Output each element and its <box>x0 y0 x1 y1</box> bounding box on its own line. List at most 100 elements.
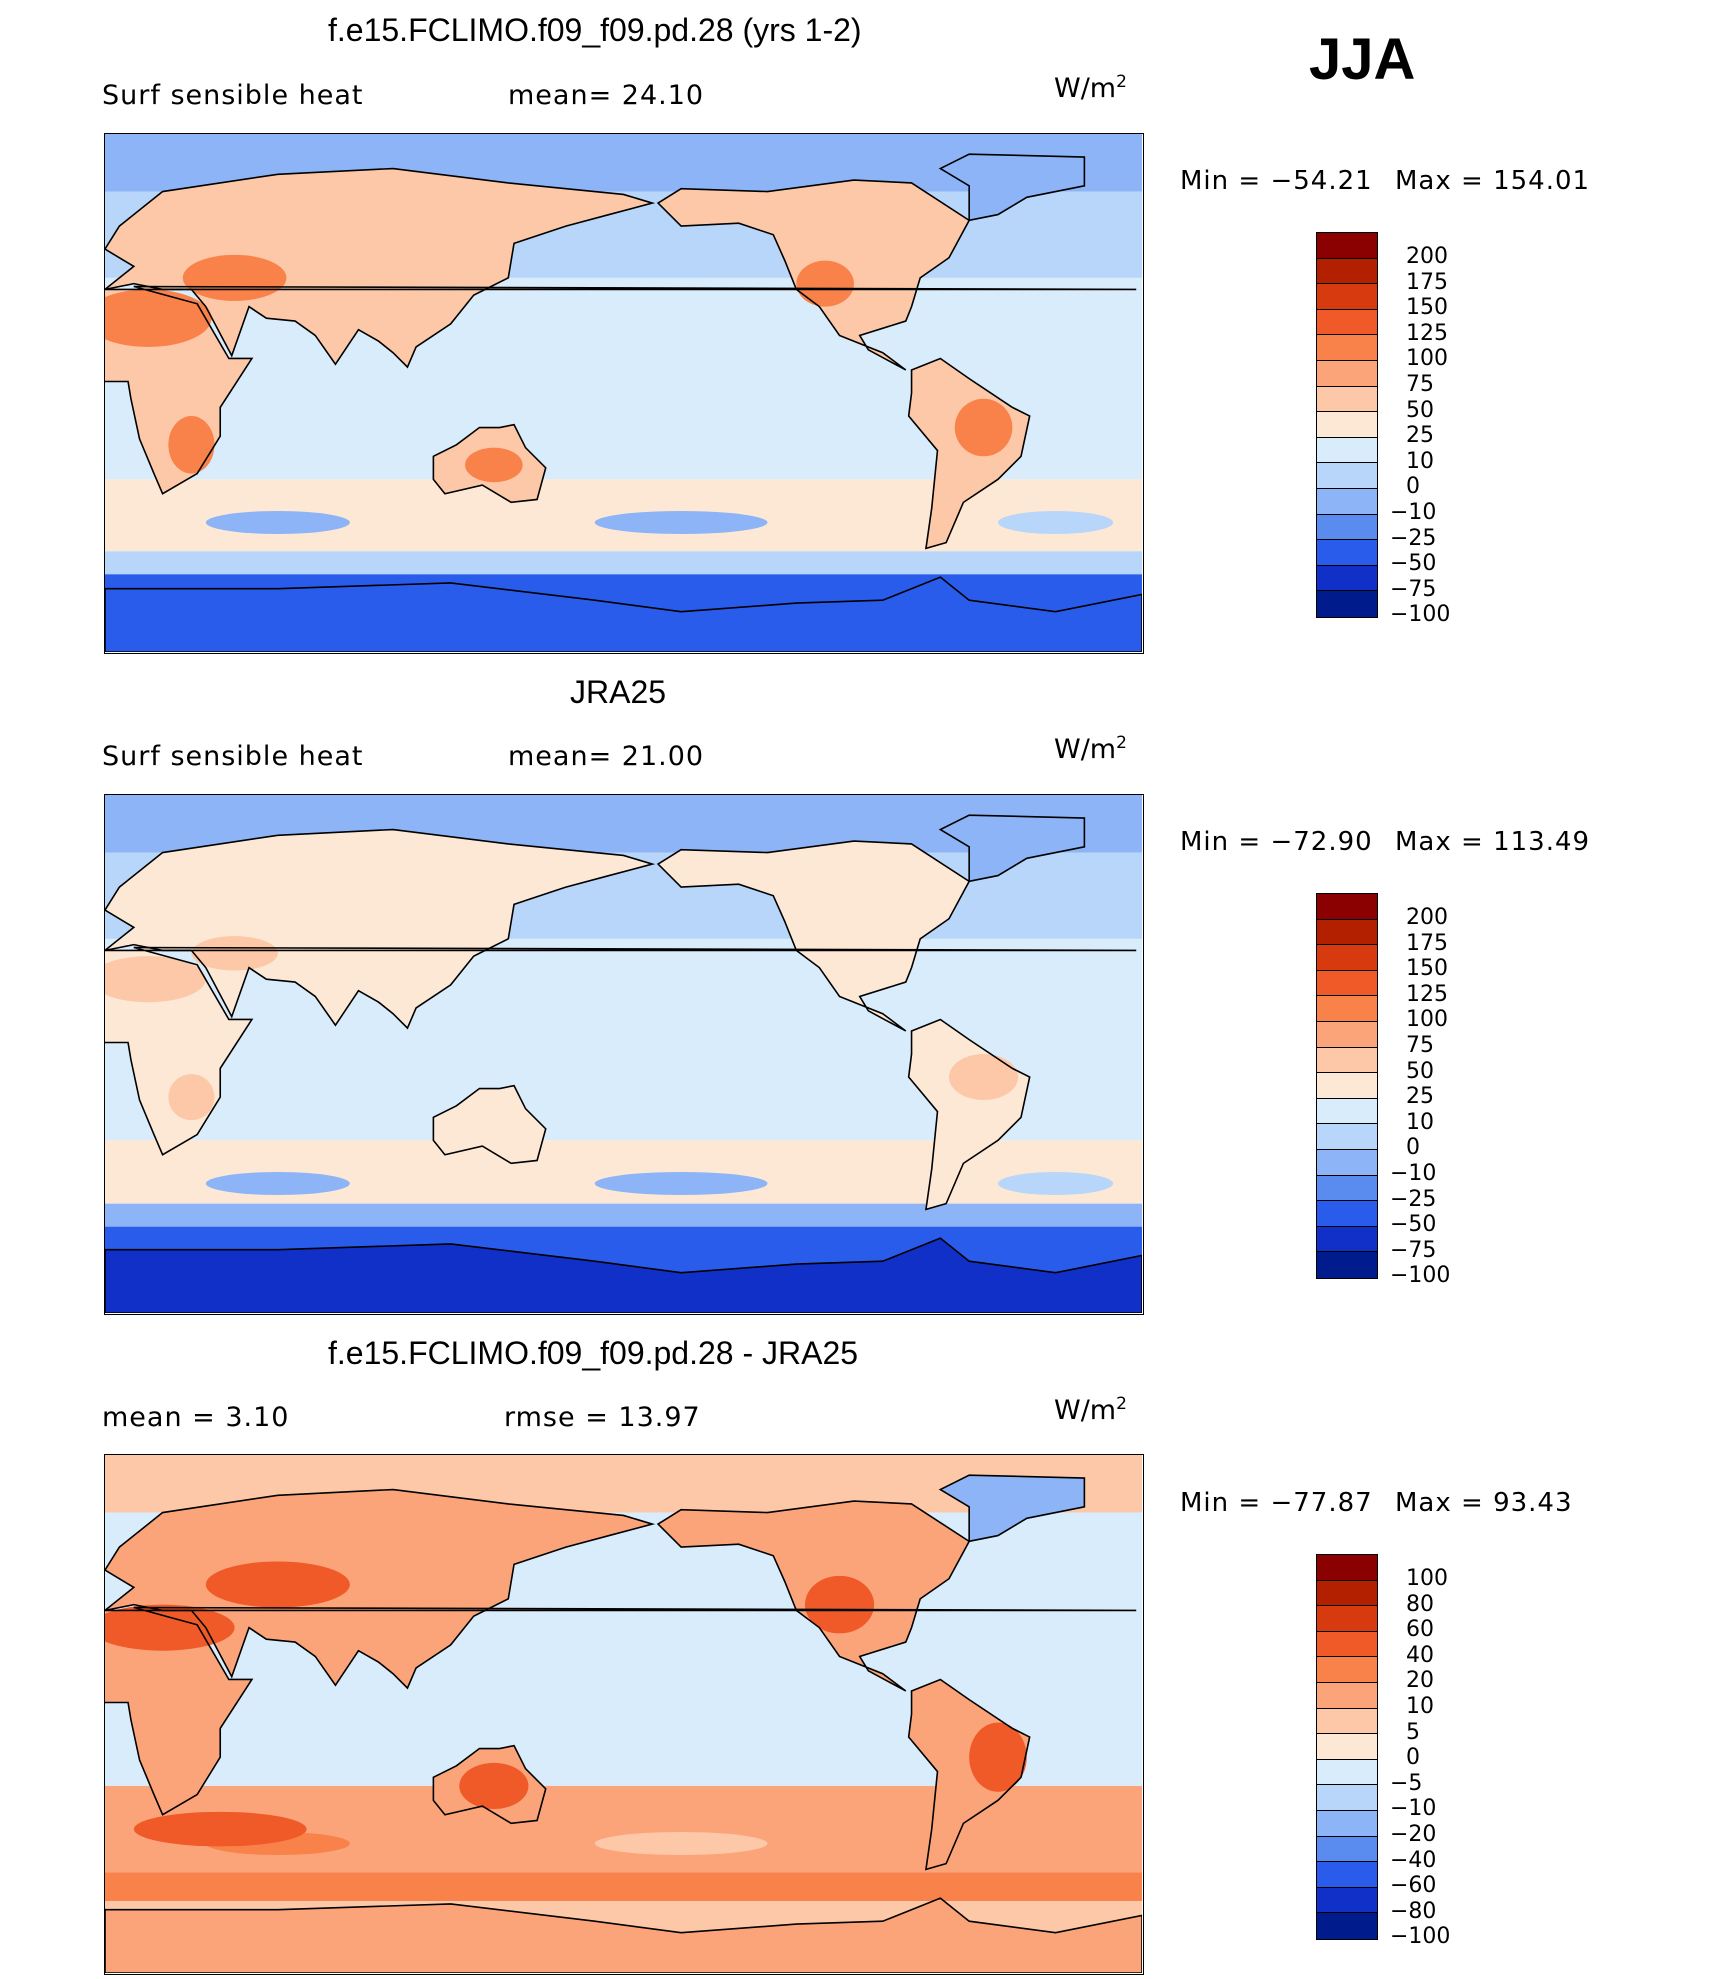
continent-antarctica <box>105 1898 1142 1973</box>
continent-eurasia <box>105 168 653 368</box>
colorbar-tick-label: −5 <box>1390 1770 1423 1796</box>
colorbar-tick-label: 100 <box>1406 346 1448 372</box>
panel3-title: f.e15.FCLIMO.f09_f09.pd.28 - JRA25 <box>328 1335 859 1371</box>
colorbar-tick-label: 150 <box>1406 295 1448 321</box>
land-anomaly <box>969 1722 1027 1792</box>
colorbar-tick-label: 0 <box>1406 474 1420 500</box>
panel3-max: Max = 93.43 <box>1395 1488 1573 1518</box>
colorbar-tick-label: 75 <box>1406 372 1434 397</box>
continent-eurasia <box>105 1489 653 1689</box>
colorbar-box <box>1317 437 1377 464</box>
colorbar-tick-label: −10 <box>1390 500 1437 525</box>
field-band <box>105 1872 1142 1902</box>
colorbar-tick-label: 175 <box>1406 269 1448 295</box>
colorbar-box <box>1317 488 1377 515</box>
colorbar-box <box>1317 1734 1377 1760</box>
colorbar-box <box>1317 1887 1377 1914</box>
panel2-mean-label: mean= 21.00 <box>508 741 705 772</box>
season-label: JJA <box>1309 27 1416 92</box>
continent-antarctica <box>105 1238 1142 1313</box>
land-anomaly <box>191 936 278 971</box>
panel1-colorbar <box>1316 232 1378 618</box>
coastline-eurasia <box>105 167 656 369</box>
continent-antarctica <box>105 577 1142 652</box>
colorbar-tick-label: 100 <box>1406 1566 1448 1591</box>
colorbar-tick-label: −60 <box>1390 1873 1437 1899</box>
field-band <box>105 1203 1142 1227</box>
coastline-eurasia <box>105 1488 656 1690</box>
panel2-colorbar <box>1316 893 1378 1279</box>
panel2-units: W/m2 <box>1054 733 1127 765</box>
colorbar-tick-label: −25 <box>1390 525 1437 551</box>
colorbar-box <box>1317 335 1377 361</box>
panel2-variable-label: Surf sensible heat <box>102 741 364 772</box>
colorbar-box <box>1317 894 1377 920</box>
colorbar-tick-label: 125 <box>1406 320 1448 346</box>
panel1-max: Max = 154.01 <box>1395 166 1591 196</box>
continent-eurasia <box>105 829 653 1029</box>
colorbar-box <box>1317 1098 1377 1125</box>
colorbar-tick-label: −50 <box>1390 1212 1437 1238</box>
panel3-units: W/m2 <box>1054 1394 1127 1426</box>
colorbar-tick-label: 80 <box>1406 1591 1434 1617</box>
coastline-greenland <box>938 814 1086 883</box>
colorbar-box <box>1317 360 1377 387</box>
colorbar-tick-label: −10 <box>1390 1796 1437 1822</box>
colorbar-tick-label: 60 <box>1406 1617 1434 1643</box>
colorbar-box <box>1317 591 1377 617</box>
colorbar-tick-label: 10 <box>1406 1109 1434 1135</box>
colorbar-box <box>1317 309 1377 336</box>
panel2-min: Min = −72.90 <box>1180 827 1373 857</box>
coastline-australia <box>432 1084 547 1165</box>
land-anomaly <box>954 398 1013 457</box>
colorbar-tick-label: 125 <box>1406 981 1448 1007</box>
coastline-samerica <box>907 1018 1031 1211</box>
land-anomaly <box>465 447 523 483</box>
panel2-max: Max = 113.49 <box>1395 827 1591 857</box>
panel3-rmse-label: rmse = 13.97 <box>504 1402 701 1433</box>
colorbar-tick-label: −20 <box>1390 1822 1437 1847</box>
colorbar-box <box>1317 1759 1377 1786</box>
colorbar-box <box>1317 1124 1377 1150</box>
colorbar-box <box>1317 1785 1377 1811</box>
land-anomaly <box>796 260 854 307</box>
colorbar-box <box>1317 258 1377 285</box>
colorbar-box <box>1317 919 1377 946</box>
colorbar-box <box>1317 945 1377 971</box>
land-anomaly <box>105 289 212 347</box>
colorbar-box <box>1317 996 1377 1022</box>
continent-greenland <box>940 154 1085 221</box>
coastline-greenland <box>938 153 1086 222</box>
ocean-anomaly <box>594 1171 768 1196</box>
coastline-eurasia <box>105 828 656 1030</box>
panel2-map <box>104 794 1144 1315</box>
panel3-min: Min = −77.87 <box>1180 1488 1373 1518</box>
coastline-greenland <box>938 1474 1086 1543</box>
colorbar-tick-label: 25 <box>1406 423 1434 449</box>
colorbar-box <box>1317 1252 1377 1278</box>
colorbar-box <box>1317 1555 1377 1581</box>
land-anomaly <box>949 1054 1019 1101</box>
colorbar-box <box>1317 412 1377 438</box>
colorbar-tick-label: 10 <box>1406 1694 1434 1719</box>
coastline-antarctica <box>105 1897 1142 1973</box>
colorbar-box <box>1317 1226 1377 1253</box>
colorbar-box <box>1317 386 1377 413</box>
colorbar-tick-label: −75 <box>1390 1237 1437 1263</box>
colorbar-tick-label: −10 <box>1390 1161 1437 1186</box>
land-anomaly <box>168 1074 215 1121</box>
coastline-samerica <box>907 357 1031 550</box>
colorbar-tick-label: 100 <box>1406 1007 1448 1033</box>
colorbar-tick-label: 20 <box>1406 1668 1434 1694</box>
coastline-australia <box>432 1744 547 1825</box>
coastline-australia <box>432 423 547 504</box>
panel1-min: Min = −54.21 <box>1180 166 1373 196</box>
panel1-units: W/m2 <box>1054 72 1127 104</box>
colorbar-box <box>1317 1175 1377 1202</box>
colorbar-tick-label: 25 <box>1406 1084 1434 1110</box>
land-anomaly <box>459 1762 529 1809</box>
land-anomaly <box>182 254 287 301</box>
colorbar-box <box>1317 1021 1377 1048</box>
ocean-anomaly <box>205 510 350 535</box>
colorbar-box <box>1317 233 1377 259</box>
